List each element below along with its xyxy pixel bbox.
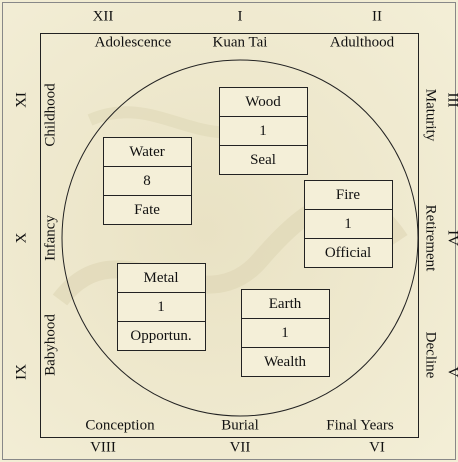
stage-label: Retirement	[423, 205, 439, 272]
element-value: 1	[259, 123, 267, 139]
roman-numeral: VII	[230, 439, 251, 455]
stage-label: Conception	[85, 417, 155, 433]
element-value: 1	[281, 325, 289, 341]
element-label: Wealth	[264, 354, 307, 370]
roman-numeral: VIII	[90, 439, 116, 455]
element-label: Official	[325, 245, 371, 261]
element-name: Wood	[245, 94, 281, 110]
element-value: 1	[157, 299, 165, 315]
roman-numeral: XI	[13, 92, 29, 108]
roman-numeral: XII	[93, 8, 114, 24]
element-value: 8	[143, 173, 151, 189]
roman-numeral: IV	[445, 230, 458, 246]
roman-numeral: I	[238, 8, 243, 24]
roman-numeral: X	[13, 232, 29, 243]
page: {"numerals": {"top": ["XII", "I", "II"],…	[0, 0, 458, 462]
element-name: Water	[129, 144, 164, 160]
stage-label: Babyhood	[42, 314, 58, 376]
element-value: 1	[344, 216, 352, 232]
roman-numeral: IX	[13, 364, 29, 380]
wheel-panel: XIIIIIVIIIVIIVIXIXIXIIIIVVAdolescenceKua…	[0, 0, 458, 462]
stage-label: Adulthood	[330, 34, 395, 50]
stage-label: Adolescence	[95, 34, 172, 50]
element-name: Earth	[269, 296, 302, 312]
stage-label: Childhood	[42, 83, 58, 147]
roman-numeral: II	[372, 8, 382, 24]
roman-numeral: VI	[369, 439, 385, 455]
roman-numeral: III	[445, 93, 458, 108]
element-label: Fate	[134, 202, 160, 218]
stage-label: Burial	[221, 417, 259, 433]
stage-label: Infancy	[42, 215, 58, 261]
element-name: Fire	[336, 187, 361, 203]
stage-label: Decline	[423, 332, 439, 379]
stage-label: Kuan Tai	[213, 34, 268, 50]
roman-numeral: V	[445, 367, 458, 378]
element-name: Metal	[144, 270, 179, 286]
stage-label: Maturity	[423, 89, 439, 142]
element-label: Seal	[250, 152, 276, 168]
element-label: Opportun.	[130, 328, 191, 344]
stage-label: Final Years	[326, 417, 394, 433]
